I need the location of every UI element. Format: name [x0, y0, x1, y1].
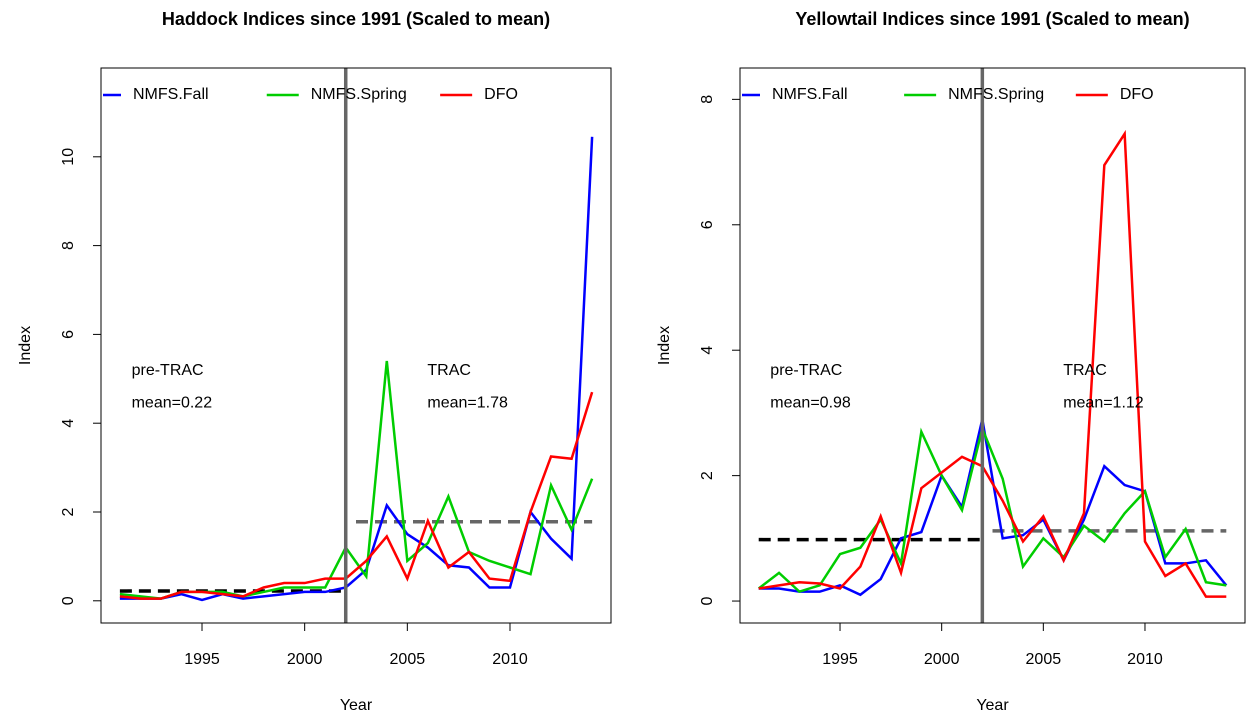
period-mean: mean=1.78	[427, 394, 508, 411]
period-label: TRAC	[427, 362, 471, 379]
period-label: pre-TRAC	[770, 362, 842, 379]
y-tick-label: 2	[699, 471, 716, 480]
legend-label: NMFS.Fall	[133, 86, 209, 103]
x-tick-label: 2000	[287, 651, 323, 668]
period-label: TRAC	[1063, 362, 1107, 379]
series-line	[119, 391, 594, 600]
chart-title: Yellowtail Indices since 1991 (Scaled to…	[795, 9, 1189, 29]
y-axis-label: Index	[656, 326, 673, 365]
plot-frame	[739, 67, 1246, 624]
x-axis-label: Year	[976, 697, 1009, 714]
series-line	[758, 129, 1227, 598]
y-tick-label: 4	[699, 346, 716, 355]
series-line	[758, 418, 1228, 597]
series-line	[757, 424, 1227, 594]
period-mean: mean=1.12	[1063, 394, 1144, 411]
period-label: pre-TRAC	[132, 362, 204, 379]
plot-area	[119, 136, 594, 602]
chart-title: Haddock Indices since 1991 (Scaled to me…	[162, 9, 550, 29]
y-tick-label: 0	[60, 596, 77, 605]
x-tick-label: 2010	[1127, 651, 1163, 668]
y-tick-label: 10	[60, 148, 77, 166]
legend-label: NMFS.Spring	[311, 86, 407, 103]
y-tick-label: 8	[699, 95, 716, 104]
y-tick-label: 0	[699, 597, 716, 606]
series-line	[119, 136, 594, 602]
y-tick-label: 4	[60, 419, 77, 428]
y-tick-label: 6	[60, 330, 77, 339]
legend-label: DFO	[1120, 86, 1154, 103]
plot-area	[757, 129, 1228, 598]
x-tick-label: 1995	[184, 651, 220, 668]
legend-label: DFO	[484, 86, 518, 103]
legend-label: NMFS.Fall	[772, 86, 848, 103]
y-axis-label: Index	[17, 326, 34, 365]
period-mean: mean=0.22	[132, 394, 213, 411]
plot-frame	[100, 67, 612, 624]
legend-label: NMFS.Spring	[948, 86, 1044, 103]
x-tick-label: 2005	[1026, 651, 1062, 668]
x-tick-label: 1995	[822, 651, 858, 668]
x-axis-label: Year	[340, 697, 373, 714]
x-tick-label: 2005	[390, 651, 426, 668]
y-tick-label: 6	[699, 220, 716, 229]
x-tick-label: 2000	[924, 651, 960, 668]
x-tick-label: 2010	[492, 651, 528, 668]
period-mean: mean=0.98	[770, 394, 851, 411]
y-tick-label: 2	[60, 507, 77, 516]
y-tick-label: 8	[60, 241, 77, 250]
